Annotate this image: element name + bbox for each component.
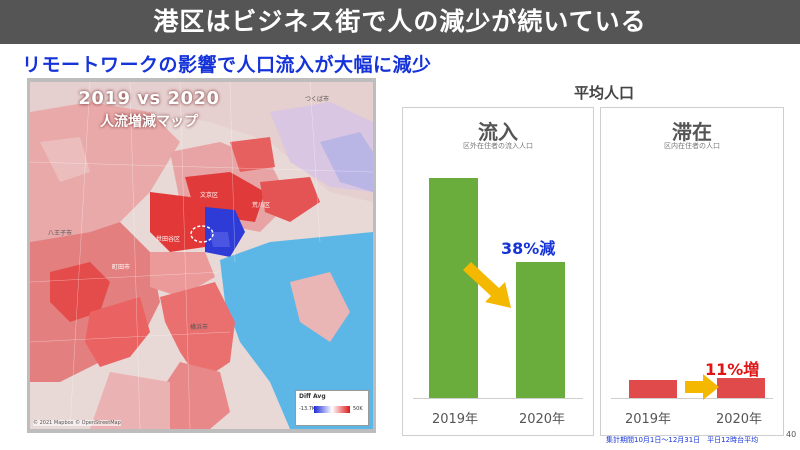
- map-subtitle: 人流増減マップ: [100, 114, 198, 130]
- category-label: 2019年: [431, 412, 479, 427]
- footnote: 集計期間10月1日〜12月31日 平日12時台平均: [606, 436, 759, 444]
- bar-2019: [429, 178, 478, 398]
- panel-subtitle: 区外在住者の流入人口: [463, 142, 533, 150]
- panel-title: 滞在: [672, 120, 712, 144]
- place-label: 文京区: [200, 192, 219, 199]
- map-graphic: [30, 82, 373, 429]
- category-label: 2020年: [518, 412, 566, 427]
- legend-max: 50K: [353, 406, 363, 412]
- axis-line: [611, 398, 773, 399]
- bar-2019: [629, 380, 677, 398]
- category-label: 2019年: [624, 412, 672, 427]
- change-label: 11%増: [705, 360, 760, 379]
- page-number: 40: [786, 430, 797, 439]
- panel-subtitle: 区内在住者の人口: [664, 142, 720, 150]
- axis-line: [413, 398, 583, 399]
- place-label: 町田市: [112, 264, 131, 271]
- legend-min: -13.7K: [299, 406, 316, 412]
- decrease-arrow-icon: [463, 262, 511, 308]
- place-label: 荒川区: [252, 202, 271, 209]
- place-label: 横浜市: [190, 324, 209, 331]
- slide-title: 港区はビジネス街で人の減少が続いている: [153, 7, 647, 36]
- legend-gradient: [314, 406, 350, 413]
- bar-2020: [717, 378, 765, 398]
- increase-arrow-icon: [685, 374, 719, 400]
- stay-panel: 滞在 区内在住者の人口 2019年 2020年 11%増: [600, 107, 784, 436]
- place-label: つくば市: [305, 96, 330, 103]
- bar-2020: [516, 261, 565, 398]
- legend-title: Diff Avg: [299, 393, 326, 400]
- map-attribution: © 2021 Mapbox © OpenStreetMap: [33, 420, 121, 426]
- inflow-panel: 流入 区外在住者の流入人口 2019年 2020年 38%減: [402, 107, 594, 436]
- map-legend: Diff Avg -13.7K 50K: [295, 390, 369, 426]
- change-label: 38%減: [501, 239, 556, 258]
- map-title: 2019 vs 2020: [78, 88, 220, 109]
- title-banner: [0, 0, 800, 44]
- category-label: 2020年: [715, 412, 763, 427]
- section-title: 平均人口: [573, 84, 634, 102]
- flow-change-map: 2019 vs 2020 人流増減マップ 文京区 荒川区 世田谷区 八王子市 町…: [30, 82, 373, 429]
- panel-title: 流入: [478, 120, 518, 144]
- place-label: 八王子市: [48, 230, 73, 237]
- place-label: 世田谷区: [156, 236, 181, 243]
- slide-subtitle: リモートワークの影響で人口流入が大幅に減少: [22, 54, 432, 76]
